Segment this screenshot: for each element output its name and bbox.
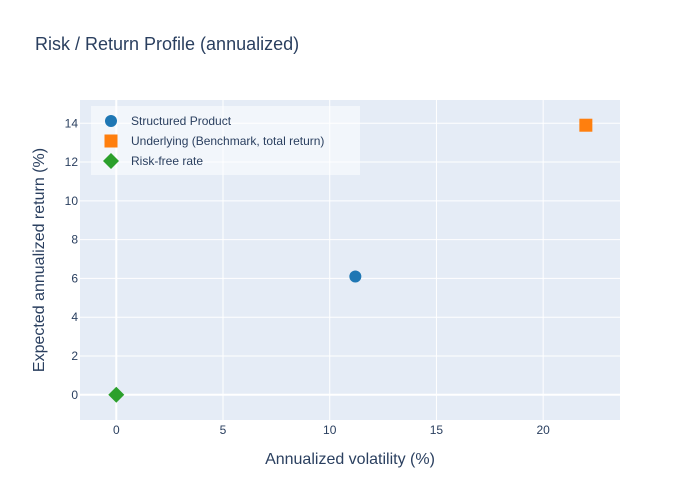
- y-tick-label: 10: [65, 194, 79, 208]
- y-tick-label: 0: [71, 388, 78, 402]
- y-tick-label: 8: [71, 233, 78, 247]
- diamond-marker: [108, 386, 125, 403]
- x-tick-label: 20: [536, 423, 550, 437]
- y-tick-label: 12: [65, 155, 79, 169]
- legend-label: Underlying (Benchmark, total return): [131, 134, 324, 148]
- tick-labels: 0 5 10 15 20 0 2 4 6 8 10 12 14: [65, 116, 551, 437]
- circle-marker: [349, 270, 362, 283]
- y-tick-label: 14: [65, 116, 79, 130]
- square-marker: [579, 118, 593, 132]
- legend-background: [91, 106, 360, 175]
- x-tick-label: 15: [430, 423, 444, 437]
- legend-label: Risk-free rate: [131, 154, 203, 168]
- chart-title: Risk / Return Profile (annualized): [35, 34, 299, 54]
- legend-diamond-marker: [103, 153, 119, 169]
- x-axis-title: Annualized volatility (%): [265, 451, 435, 468]
- x-tick-label: 10: [323, 423, 337, 437]
- legend-label: Structured Product: [131, 114, 232, 128]
- y-tick-label: 6: [71, 271, 78, 285]
- y-axis-title: Expected annualized return (%): [31, 148, 48, 372]
- x-tick-label: 0: [113, 423, 120, 437]
- data-markers: [108, 118, 593, 403]
- legend-square-marker: [104, 134, 118, 148]
- x-tick-label: 5: [220, 423, 227, 437]
- y-tick-label: 4: [71, 310, 78, 324]
- legend-circle-marker: [105, 115, 117, 127]
- y-tick-label: 2: [71, 349, 78, 363]
- legend: Structured Product Underlying (Benchmark,…: [91, 106, 360, 175]
